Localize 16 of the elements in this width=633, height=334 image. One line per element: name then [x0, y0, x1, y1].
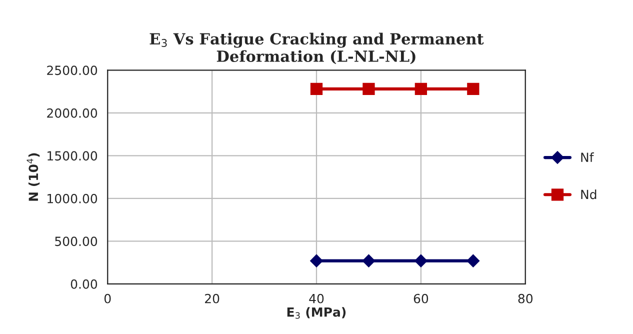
x-tick-label: 20	[205, 294, 220, 304]
legend-label: Nd	[581, 190, 596, 200]
y-tick-label: 2000.00	[47, 108, 98, 118]
x-tick-label: 0	[104, 294, 111, 304]
y-tick-label: 500.00	[55, 236, 98, 246]
y-axis-title: N (10$^{4}$)	[26, 153, 40, 201]
y-tick-label: 2500.00	[47, 66, 98, 76]
x-tick-label: 40	[309, 294, 324, 304]
x-tick-label: 80	[518, 294, 533, 304]
y-tick-label: 1500.00	[48, 151, 98, 161]
chart-title: E$_{3}$ Vs Fatigue Cracking and Permanent Deformation (L-NL-NL)	[150, 32, 484, 64]
x-tick-label: 60	[414, 294, 428, 304]
y-tick-label: 0.00	[70, 279, 98, 289]
x-axis-title: E$_{3}$ (MPa)	[287, 307, 346, 319]
y-tick-label: 1000.00	[48, 194, 98, 204]
legend-label: Nf	[581, 152, 594, 162]
